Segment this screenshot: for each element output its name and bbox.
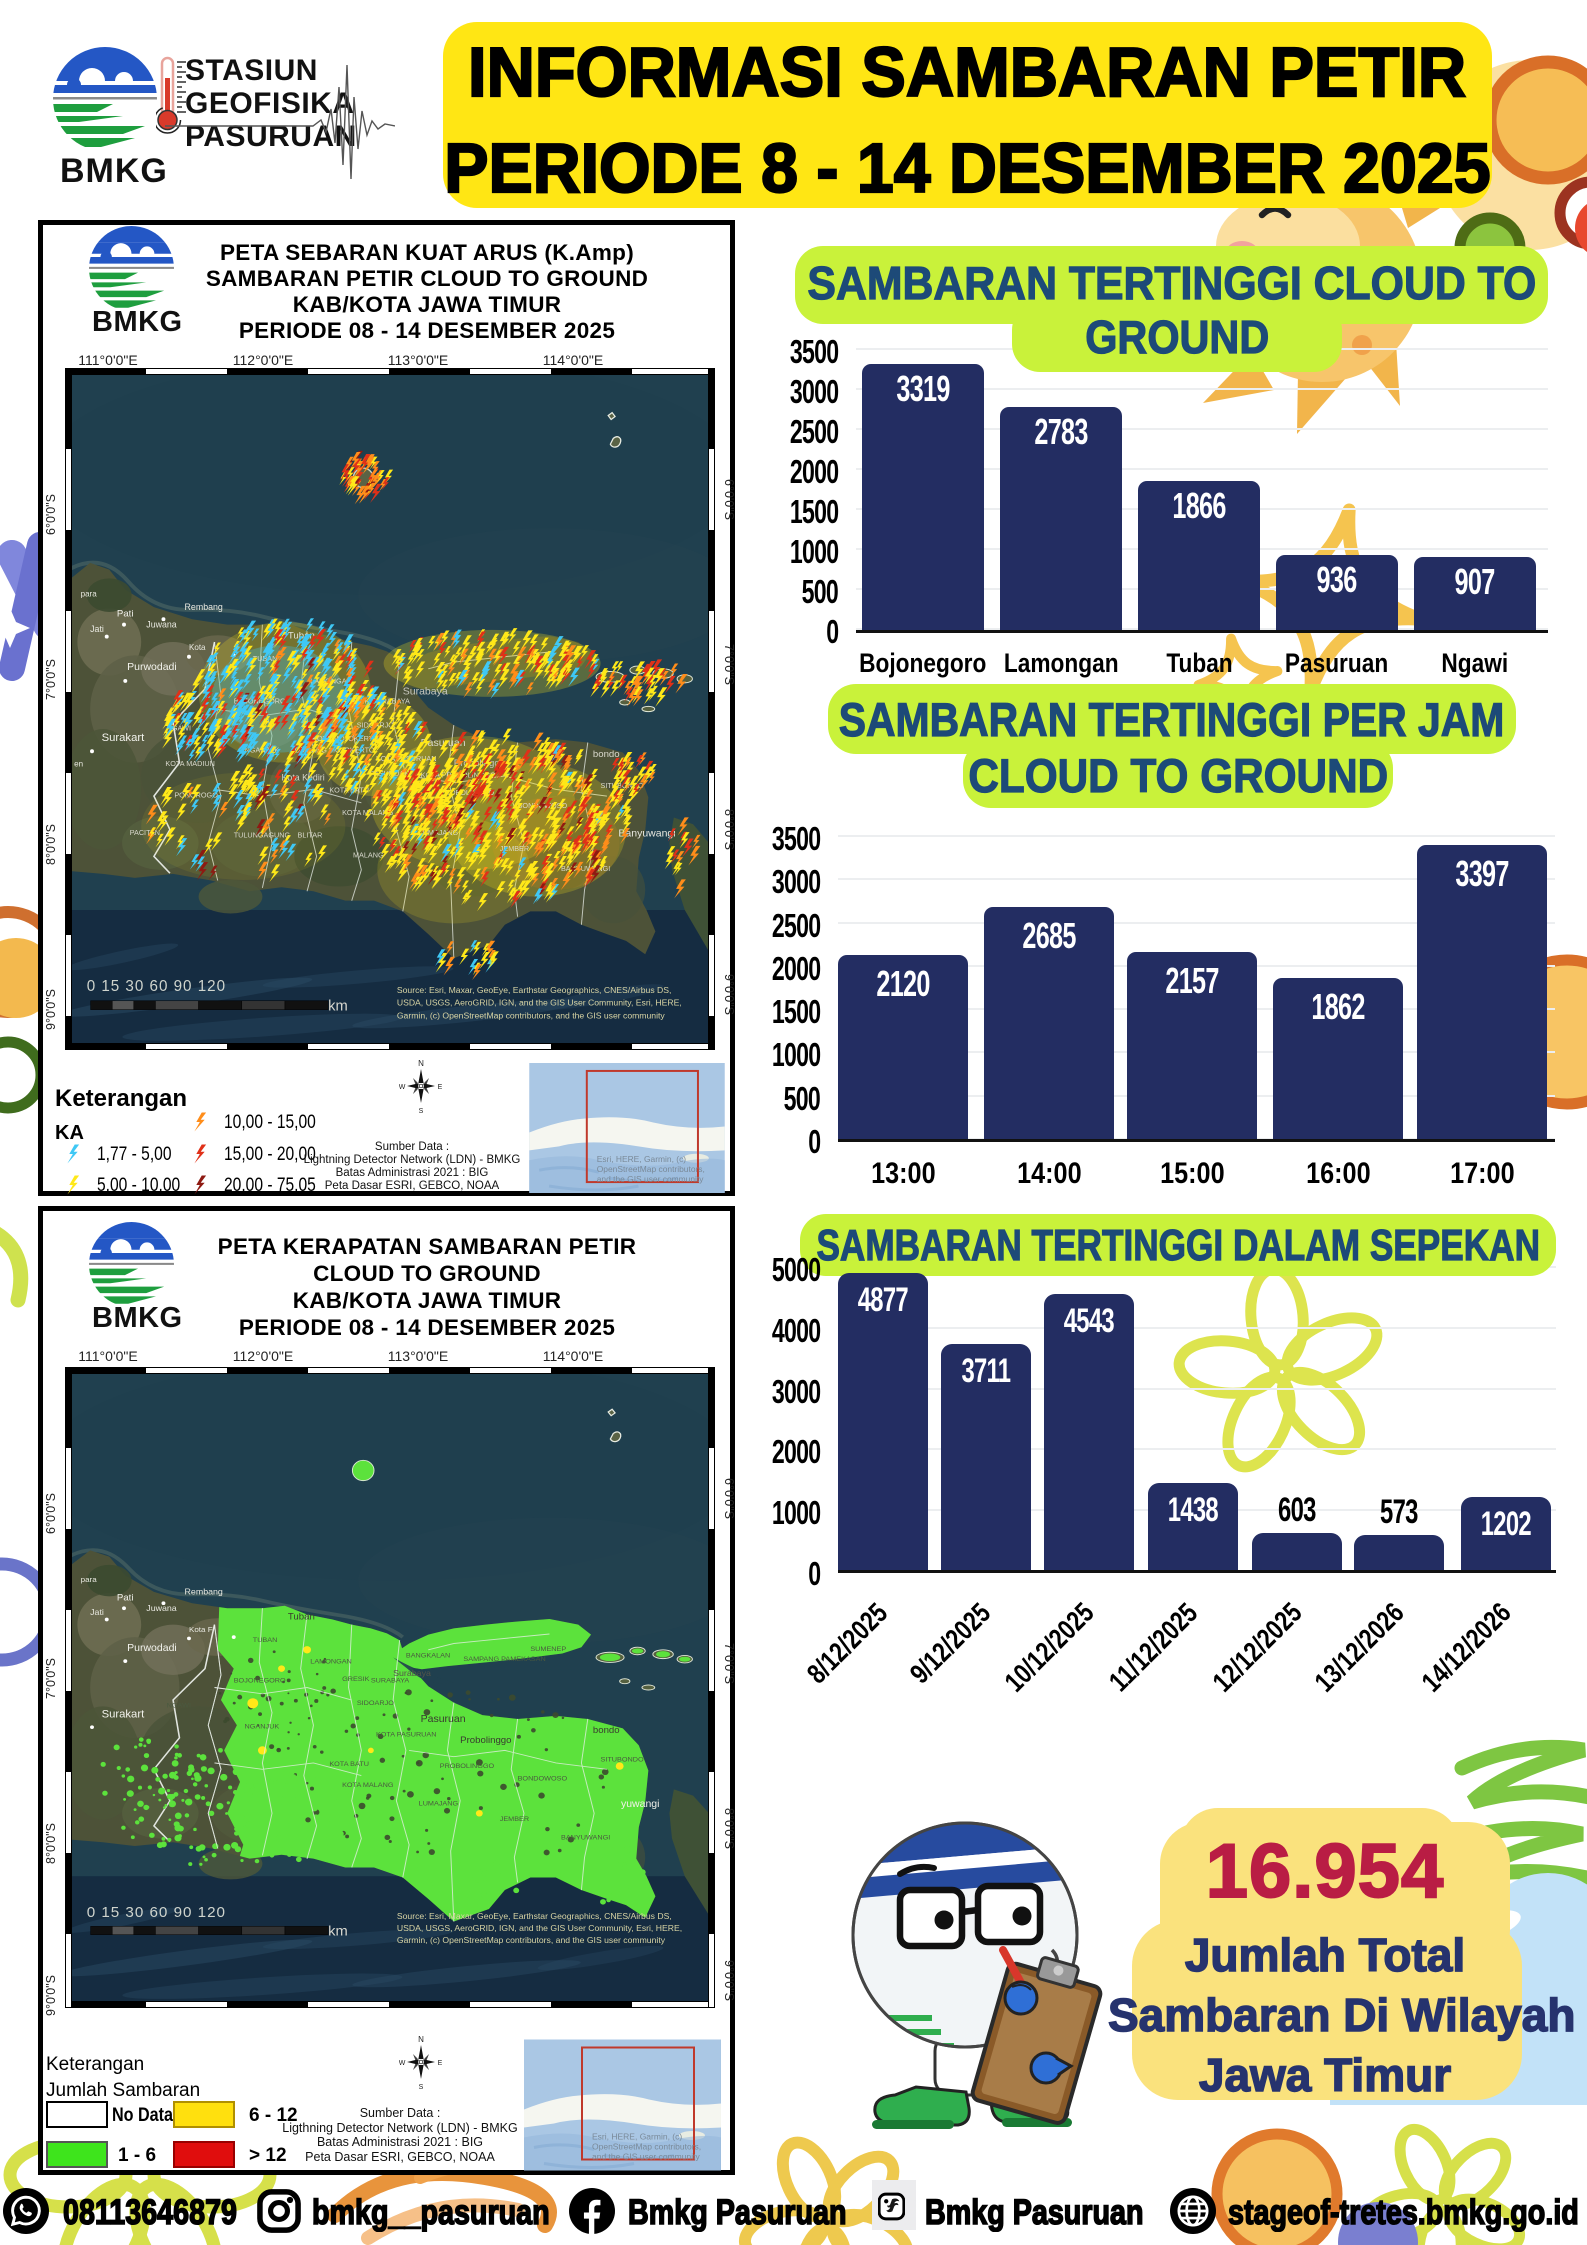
svg-text:Garmin, (c) OpenStreetMap cont: Garmin, (c) OpenStreetMap contributors, … (397, 1010, 666, 1020)
svg-text:KOTA BATU: KOTA BATU (329, 1761, 369, 1768)
svg-text:E: E (438, 1084, 443, 1091)
svg-text:Source: Esri, Maxar, GeoEye, E: Source: Esri, Maxar, GeoEye, Earthstar G… (397, 1911, 672, 1921)
svg-text:Garmin, (c) OpenStreetMap cont: Garmin, (c) OpenStreetMap contributors, … (397, 1935, 666, 1945)
svg-text:NGAWI: NGAWI (167, 723, 191, 732)
svg-text:Surakart: Surakart (102, 1709, 145, 1721)
svg-text:LUMAJANG: LUMAJANG (419, 1801, 458, 1808)
svg-text:bondo: bondo (593, 749, 620, 760)
svg-text:Kota Kediri: Kota Kediri (282, 773, 325, 783)
svg-text:MALANG: MALANG (353, 851, 384, 860)
svg-text:LUMAJANG: LUMAJANG (419, 828, 459, 837)
svg-text:Probolinggo: Probolinggo (460, 1735, 511, 1745)
svg-text:NGAWI: NGAWI (167, 1703, 191, 1710)
svg-text:km: km (328, 999, 348, 1015)
svg-text:N: N (418, 2035, 424, 2044)
svg-text:Jati: Jati (90, 1607, 104, 1617)
svg-text:0 15 30 60 90 120: 0 15 30 60 90 120 (87, 1906, 226, 1921)
svg-text:OpenStreetMap contributors,: OpenStreetMap contributors, (592, 2142, 701, 2152)
svg-text:NGANJUK: NGANJUK (245, 1724, 280, 1731)
svg-text:Esri, HERE, Garmin, (c): Esri, HERE, Garmin, (c) (592, 2132, 682, 2142)
svg-text:GRESIK: GRESIK (342, 1676, 370, 1683)
svg-text:Jati: Jati (90, 624, 104, 634)
svg-text:PACITAN: PACITAN (130, 828, 160, 837)
svg-text:Purwodadi: Purwodadi (127, 661, 177, 673)
svg-text:BANYUWANGI: BANYUWANGI (561, 1835, 610, 1842)
svg-text:BOJONEGORO: BOJONEGORO (234, 1678, 286, 1685)
svg-text:bondo: bondo (593, 1725, 620, 1735)
svg-text:E: E (438, 2060, 443, 2067)
svg-text:0 15 30 60 90 120: 0 15 30 60 90 120 (87, 978, 226, 995)
svg-text:KOTA PASURUAN: KOTA PASURUAN (376, 754, 437, 763)
svg-text:yuwangi: yuwangi (621, 1799, 660, 1810)
svg-text:LAMONGAN: LAMONGAN (310, 1659, 351, 1666)
svg-text:SAMPANG PAMEKASAN: SAMPANG PAMEKASAN (463, 1656, 545, 1663)
svg-text:en: en (74, 760, 83, 769)
svg-text:JEMBER: JEMBER (500, 844, 529, 853)
svg-text:Pati: Pati (117, 609, 134, 620)
svg-text:PASURUAN: PASURUAN (370, 769, 410, 778)
svg-text:SITUBONDO: SITUBONDO (601, 1757, 645, 1764)
svg-text:Kota F: Kota F (189, 1625, 213, 1634)
svg-text:BOJONEGORO: BOJONEGORO (234, 697, 286, 706)
svg-text:S: S (419, 2084, 424, 2091)
svg-text:OpenStreetMap contributors,: OpenStreetMap contributors, (597, 1164, 705, 1174)
svg-text:Kota: Kota (189, 643, 206, 652)
svg-text:Purwodadi: Purwodadi (127, 1643, 177, 1654)
svg-text:Surakart: Surakart (102, 732, 145, 744)
svg-text:Juwana: Juwana (146, 1603, 177, 1613)
svg-text:SUMENEP: SUMENEP (530, 1646, 566, 1653)
svg-text:Rembang: Rembang (185, 1587, 224, 1597)
svg-text:Probolinggo: Probolinggo (454, 758, 505, 769)
svg-text:Pati: Pati (117, 1593, 134, 1603)
svg-text:Surabaya: Surabaya (393, 1668, 431, 1678)
svg-text:USDA, USGS, AeroGRID, IGN, and: USDA, USGS, AeroGRID, IGN, and the GIS U… (397, 998, 682, 1008)
svg-text:TUBAN: TUBAN (253, 654, 278, 663)
svg-text:N: N (418, 1059, 424, 1068)
svg-text:S: S (419, 1108, 424, 1115)
svg-text:BANGKALAN: BANGKALAN (406, 1652, 450, 1659)
svg-text:and the GIS user community: and the GIS user community (592, 2152, 700, 2162)
svg-text:W: W (399, 2060, 406, 2067)
svg-text:and the GIS user community: and the GIS user community (597, 1174, 705, 1184)
svg-text:TUBAN: TUBAN (253, 1637, 278, 1644)
svg-text:SURABAYA: SURABAYA (371, 1678, 410, 1685)
svg-text:SIDOARJO: SIDOARJO (357, 1700, 395, 1707)
svg-text:para: para (81, 1575, 98, 1584)
svg-text:BANYUWANGI: BANYUWANGI (561, 864, 610, 873)
svg-text:para: para (81, 589, 98, 598)
svg-text:BONDOWOSO: BONDOWOSO (518, 1776, 568, 1783)
svg-text:Source: Esri, Maxar, GeoEye, E: Source: Esri, Maxar, GeoEye, Earthstar G… (397, 985, 672, 995)
svg-text:Juwana: Juwana (146, 619, 177, 629)
svg-text:Esri, HERE, Garmin, (c): Esri, HERE, Garmin, (c) (597, 1154, 687, 1164)
svg-text:W: W (399, 1084, 406, 1091)
svg-text:KOTA MALANG: KOTA MALANG (342, 1782, 393, 1789)
svg-text:Banyuwangi: Banyuwangi (618, 827, 675, 839)
svg-text:PROBOLINGGO: PROBOLINGGO (440, 1763, 495, 1770)
svg-text:USDA, USGS, AeroGRID, IGN, and: USDA, USGS, AeroGRID, IGN, and the GIS U… (397, 1923, 682, 1933)
svg-text:Surabaya: Surabaya (403, 685, 448, 697)
svg-text:km: km (328, 1924, 348, 1939)
svg-text:KOTA MADIUN: KOTA MADIUN (165, 759, 214, 768)
svg-text:PROBOLINGGO: PROBOLINGGO (440, 788, 495, 797)
svg-text:KOTA PASURUAN: KOTA PASURUAN (376, 1732, 437, 1739)
svg-text:Pasuruan: Pasuruan (421, 1714, 466, 1725)
svg-text:Tuban: Tuban (288, 1612, 315, 1622)
svg-text:BLITAR: BLITAR (298, 831, 323, 840)
svg-text:Rembang: Rembang (185, 602, 223, 612)
svg-text:JEMBER: JEMBER (500, 1816, 529, 1823)
